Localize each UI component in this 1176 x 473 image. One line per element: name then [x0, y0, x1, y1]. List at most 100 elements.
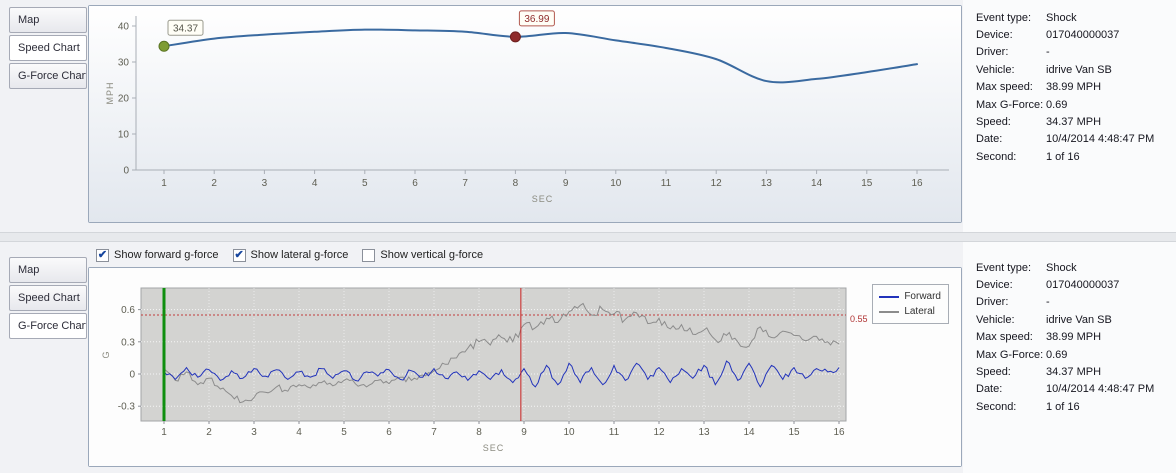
info-label: Max speed:	[976, 331, 1033, 344]
svg-text:12: 12	[711, 178, 723, 189]
info-panel-bottom	[963, 242, 1176, 473]
tab-speed-chart-bottom[interactable]: Speed Chart	[9, 285, 87, 311]
svg-text:0.55: 0.55	[850, 314, 868, 324]
info-label: Date:	[976, 133, 1003, 146]
svg-text:11: 11	[609, 427, 620, 438]
tabstrip-bottom: Map Speed Chart G-Force Chart	[9, 257, 87, 341]
checkbox-show-vertical-g-force[interactable]: Show vertical g-force	[362, 248, 484, 262]
gforce-display-options: ✔ Show forward g-force ✔ Show lateral g-for…	[96, 246, 497, 264]
checkbox-checked-icon[interactable]: ✔	[232, 248, 246, 262]
info-value: idrive Van SB	[1046, 313, 1112, 326]
info-value: Shock	[1046, 261, 1077, 274]
info-value: 1 of 16	[1046, 150, 1080, 163]
info-value: 0.69	[1046, 348, 1068, 361]
tab-map-bottom[interactable]: Map	[9, 257, 87, 283]
info-row-driver: Driver: -	[976, 294, 1174, 311]
svg-text:4: 4	[312, 178, 318, 189]
info-label: Device:	[976, 29, 1013, 42]
info-label: Max speed:	[976, 81, 1033, 94]
info-value: -	[1046, 296, 1050, 309]
info-row-device: Device: 017040000037	[976, 276, 1174, 293]
event-info-bottom: Event type: Shock Device: 017040000037 Drive…	[976, 259, 1174, 416]
info-label: Event type:	[976, 261, 1032, 274]
svg-text:20: 20	[118, 94, 130, 105]
svg-text:0.3: 0.3	[121, 337, 135, 348]
checkbox-label: Show vertical g-force	[380, 249, 484, 261]
svg-text:13: 13	[761, 178, 773, 189]
svg-text:3: 3	[251, 427, 257, 438]
info-label: Max G-Force:	[976, 348, 1044, 361]
info-panel-top	[963, 0, 1176, 232]
info-value: Shock	[1046, 11, 1077, 24]
svg-text:7: 7	[431, 427, 437, 438]
svg-text:G: G	[101, 350, 111, 358]
svg-text:30: 30	[118, 58, 130, 69]
svg-text:6: 6	[412, 178, 418, 189]
info-row-event-type: Event type: Shock	[976, 259, 1174, 276]
svg-text:4: 4	[296, 427, 302, 438]
info-label: Event type:	[976, 11, 1032, 24]
info-row-second: Second: 1 of 16	[976, 148, 1174, 165]
svg-text:10: 10	[563, 427, 575, 438]
legend-line-icon	[879, 310, 900, 313]
info-row-speed: Speed: 34.37 MPH	[976, 113, 1174, 130]
svg-text:8: 8	[513, 178, 519, 189]
svg-text:14: 14	[743, 427, 755, 438]
info-label: Speed:	[976, 366, 1011, 379]
info-row-max-g-force: Max G-Force: 0.69	[976, 346, 1174, 363]
svg-text:12: 12	[653, 427, 665, 438]
info-label: Device:	[976, 279, 1013, 292]
info-row-vehicle: Vehicle: idrive Van SB	[976, 311, 1174, 328]
svg-text:15: 15	[861, 178, 873, 189]
info-label: Driver:	[976, 296, 1009, 309]
svg-text:10: 10	[118, 130, 130, 141]
svg-text:0: 0	[123, 166, 129, 177]
checkbox-show-lateral-g-force[interactable]: ✔ Show lateral g-force	[232, 248, 348, 262]
info-row-max-speed: Max speed: 38.99 MPH	[976, 329, 1174, 346]
info-row-vehicle: Vehicle: idrive Van SB	[976, 61, 1174, 78]
info-row-date: Date: 10/4/2014 4:48:47 PM	[976, 381, 1174, 398]
checkbox-show-forward-g-force[interactable]: ✔ Show forward g-force	[96, 248, 219, 262]
info-label: Date:	[976, 383, 1003, 396]
svg-text:13: 13	[698, 427, 710, 438]
svg-text:3: 3	[262, 178, 268, 189]
info-value: 38.99 MPH	[1046, 81, 1102, 94]
tab-speed-chart-top[interactable]: Speed Chart	[9, 35, 87, 61]
svg-text:6: 6	[386, 427, 392, 438]
svg-text:36.99: 36.99	[524, 14, 549, 25]
svg-text:-0.3: -0.3	[118, 402, 136, 413]
info-row-date: Date: 10/4/2014 4:48:47 PM	[976, 131, 1174, 148]
svg-text:7: 7	[462, 178, 468, 189]
svg-text:14: 14	[811, 178, 823, 189]
gforce-chart[interactable]: 1 2 3 4 5 6 7 8 9 10 11 12 13 14 15 16 -0.3 0 0.3 0.6 0.55 SE…	[88, 267, 962, 467]
svg-text:0: 0	[129, 370, 135, 381]
legend-label: Forward	[904, 291, 941, 302]
chart-legend: Forward Lateral	[872, 284, 949, 324]
svg-text:9: 9	[563, 178, 569, 189]
info-row-speed: Speed: 34.37 MPH	[976, 363, 1174, 380]
event-info-top: Event type: Shock Device: 017040000037 Drive…	[976, 9, 1174, 166]
checkbox-checked-icon[interactable]: ✔	[96, 248, 109, 262]
tab-map-top[interactable]: Map	[9, 7, 87, 33]
svg-text:SEC: SEC	[532, 194, 554, 204]
svg-text:1: 1	[161, 178, 167, 189]
tab-gforce-chart-top[interactable]: G-Force Chart	[9, 63, 87, 89]
checkbox-unchecked-icon[interactable]	[362, 248, 376, 262]
svg-text:40: 40	[118, 22, 130, 33]
svg-text:2: 2	[211, 178, 217, 189]
info-label: Vehicle:	[976, 63, 1015, 76]
svg-text:16: 16	[911, 178, 923, 189]
svg-text:2: 2	[206, 427, 212, 438]
legend-line-icon	[879, 295, 900, 298]
legend-item-lateral: Lateral	[879, 304, 941, 319]
speed-chart[interactable]: 0 10 20 30 40 1 2 3 4 5 6 7 8 9 10 11 12 13 14 15 16 SEC MPH 34…	[88, 5, 962, 223]
info-label: Second:	[976, 400, 1017, 413]
info-row-max-g-force: Max G-Force: 0.69	[976, 96, 1174, 113]
info-value: idrive Van SB	[1046, 63, 1112, 76]
info-value: 017040000037	[1046, 29, 1120, 42]
svg-text:1: 1	[161, 427, 167, 438]
svg-text:10: 10	[610, 178, 622, 189]
tab-gforce-chart-bottom[interactable]: G-Force Chart	[9, 313, 87, 339]
svg-text:MPH: MPH	[105, 82, 115, 105]
